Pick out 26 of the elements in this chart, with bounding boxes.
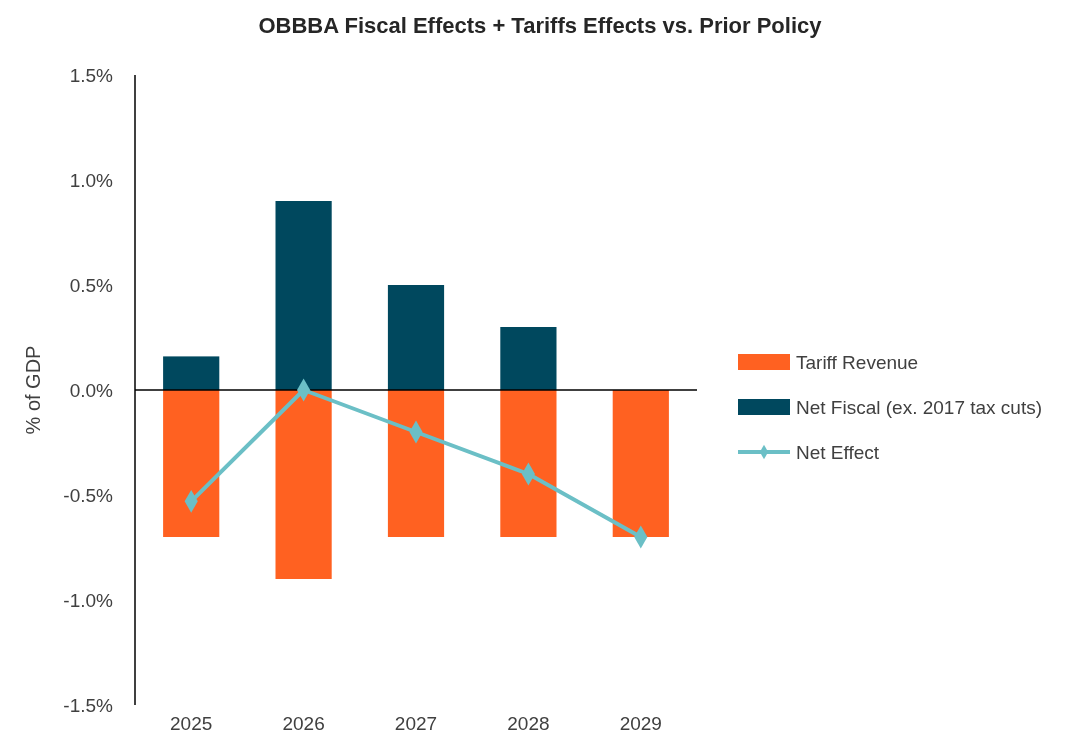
y-tick-label: 0.0%: [69, 379, 114, 401]
legend-label: Tariff Revenue: [796, 351, 919, 373]
bar: [500, 390, 557, 537]
x-tick-label: 2025: [170, 713, 213, 734]
x-tick-label: 2027: [394, 713, 438, 734]
y-tick-label: -0.5%: [63, 484, 114, 506]
bar: [612, 390, 669, 537]
bar: [163, 390, 220, 537]
x-tick-label: 2026: [282, 713, 325, 734]
y-tick-label: 1.5%: [69, 64, 114, 86]
chart-title: OBBBA Fiscal Effects + Tariffs Effects vs. Prior Policy: [258, 13, 823, 38]
bar: [387, 390, 445, 537]
x-tick-label: 2028: [507, 713, 550, 734]
bar: [387, 285, 445, 390]
y-tick-label: 1.0%: [69, 169, 114, 191]
bar: [500, 327, 557, 390]
legend-label: Net Effect: [796, 441, 880, 463]
bar: [275, 390, 332, 579]
y-tick-label: 0.5%: [69, 274, 114, 296]
bar: [163, 356, 220, 390]
legend-label: Net Fiscal (ex. 2017 tax cuts): [796, 396, 1043, 418]
y-tick-label: -1.5%: [63, 694, 114, 716]
bar: [275, 201, 332, 390]
y-tick-label: -1.0%: [63, 589, 114, 611]
x-tick-label: 2029: [619, 713, 662, 734]
y-axis-title: % of GDP: [22, 345, 44, 435]
